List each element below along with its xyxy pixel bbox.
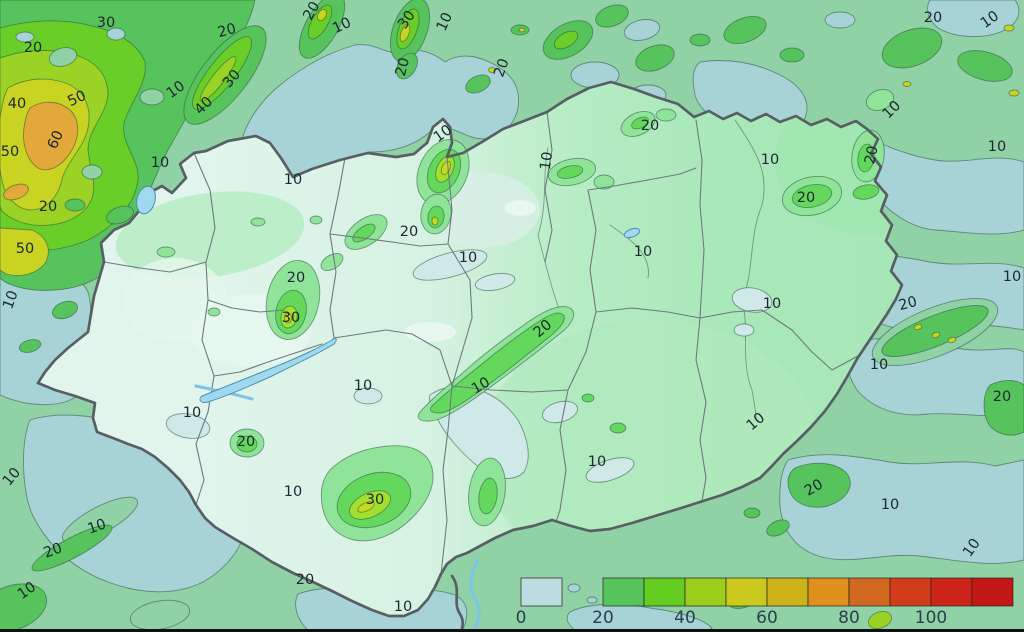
- lake-balaton: [199, 337, 337, 403]
- bottom-edge-line: [0, 629, 1024, 632]
- lake-tisza: [623, 227, 641, 239]
- county-borders: [103, 111, 859, 575]
- contour-label: 20: [39, 199, 57, 215]
- contour-label: 10: [284, 484, 302, 500]
- legend-tick-label: 20: [592, 608, 614, 628]
- contour-label: 10: [434, 10, 456, 33]
- contour-label: 40: [8, 96, 26, 112]
- contour-label: 30: [282, 310, 300, 326]
- contour-label: 10: [469, 374, 493, 397]
- contour-label: 10: [183, 405, 201, 421]
- lakes: [136, 185, 641, 403]
- contour-label: 20: [897, 294, 919, 314]
- legend-swatch: [930, 577, 973, 607]
- legend-tick-label: 60: [756, 608, 778, 628]
- legend-tick-label: 0: [516, 608, 527, 628]
- lake-ferto: [136, 185, 156, 215]
- contour-label: 10: [538, 151, 556, 172]
- legend-swatch: [602, 577, 645, 607]
- legend-swatch: [520, 577, 563, 607]
- legend-swatch: [643, 577, 686, 607]
- contour-label: 20: [641, 118, 659, 134]
- contour-label: 20: [24, 40, 42, 56]
- legend-tick-label: 100: [915, 608, 947, 628]
- contour-label: 60: [45, 128, 67, 151]
- contour-label: 20: [862, 144, 881, 165]
- legend-swatch: [848, 577, 891, 607]
- contour-label: 10: [330, 15, 353, 37]
- contour-label: 20: [797, 190, 815, 206]
- contour-label: 50: [65, 88, 88, 110]
- legend-swatch: [971, 577, 1014, 607]
- contour-label: 20: [491, 57, 512, 80]
- contour-label: 10: [86, 516, 109, 537]
- contour-label: 10: [151, 155, 169, 171]
- contour-label: 50: [1, 144, 19, 160]
- contour-label: 20: [400, 224, 418, 240]
- contour-label: 10: [988, 139, 1006, 155]
- contour-label: 10: [1003, 269, 1021, 285]
- contour-label: 20: [287, 270, 305, 286]
- contour-label: 10: [284, 172, 302, 188]
- hungary-national-border: [36, 80, 904, 618]
- legend-swatch: [766, 577, 809, 607]
- legend-tick-label: 40: [674, 608, 696, 628]
- contour-label: 10: [634, 244, 652, 260]
- contour-label: 10: [763, 296, 781, 312]
- legend-tick-label: 80: [838, 608, 860, 628]
- color-scale-legend: 0 20 40 60 80 100: [516, 577, 1014, 628]
- legend-swatch: [725, 577, 768, 607]
- contour-label: 20: [42, 540, 65, 561]
- contour-label: 20: [393, 56, 413, 78]
- contour-label: 20: [924, 10, 942, 26]
- contour-label: 10: [354, 378, 372, 394]
- contour-label: 10: [761, 152, 779, 168]
- contour-label: 30: [97, 15, 115, 31]
- contour-label: 20: [802, 476, 826, 499]
- contour-label: 10: [459, 250, 477, 266]
- river-danube-south: [469, 558, 481, 632]
- contour-label: 10: [588, 454, 606, 470]
- contour-label: 10: [394, 599, 412, 615]
- legend-swatch: [889, 577, 932, 607]
- contour-label: 20: [993, 389, 1011, 405]
- contour-label: 10: [881, 497, 899, 513]
- contour-label: 10: [0, 289, 21, 312]
- legend-swatch: [807, 577, 850, 607]
- contour-label: 30: [366, 492, 384, 508]
- contour-label: 20: [296, 572, 314, 588]
- contour-label: 50: [16, 241, 34, 257]
- contour-label: 10: [870, 357, 888, 373]
- contour-label: 20: [216, 21, 238, 41]
- contour-label: 20: [237, 434, 255, 450]
- legend-swatch: [684, 577, 727, 607]
